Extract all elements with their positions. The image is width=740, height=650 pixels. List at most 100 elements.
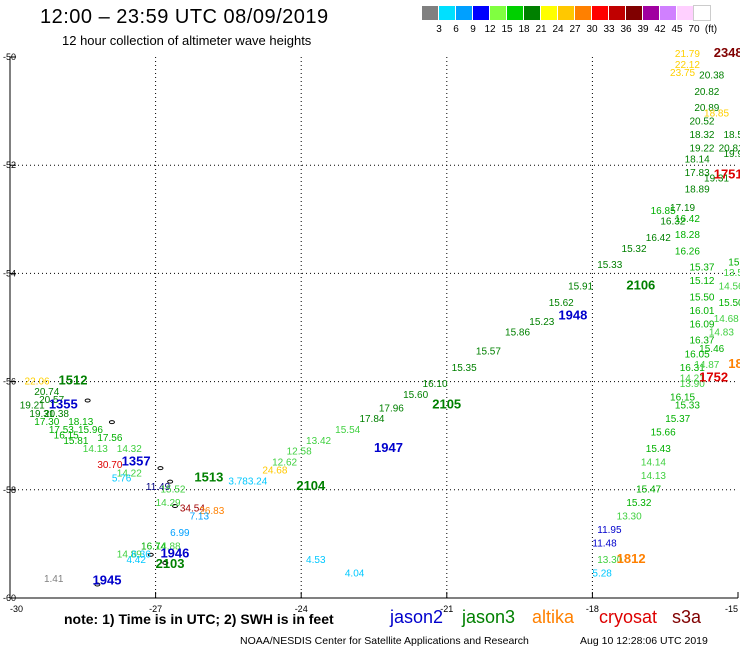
wave-height-value: 19.31 (29, 409, 54, 420)
color-scale-label: 70 (688, 24, 700, 35)
wave-height-value: 15.37 (665, 414, 690, 425)
satellite-legend-item: altika (532, 607, 575, 627)
satellite-legend-item: s3a (672, 607, 702, 627)
note-text: note: 1) Time is in UTC; 2) SWH is in fe… (64, 611, 334, 627)
wave-height-value: 3.78 (228, 476, 248, 487)
wave-height-value: 15.66 (651, 428, 676, 439)
wave-height-value: 20.74 (34, 387, 59, 398)
wave-height-value: 17.53 (49, 425, 74, 436)
pass-time-label: 1812 (617, 551, 646, 566)
lat-axis-label: -58 (3, 485, 16, 495)
pass-time-label: 2104 (296, 478, 326, 493)
wave-height-value: 14.21 (680, 374, 705, 385)
color-scale-swatch (473, 6, 489, 20)
color-scale-swatch (507, 6, 523, 20)
wave-height-value: 4.04 (345, 568, 365, 579)
wave-height-value: 16.37 (689, 336, 714, 347)
color-scale-label: 45 (671, 24, 683, 35)
map-grid (10, 57, 738, 598)
color-scale-label: 6 (453, 24, 459, 35)
wave-height-value: 18.32 (689, 130, 714, 141)
wave-height-value: 14.88 (156, 541, 181, 552)
wave-height-value: 19.31 (704, 173, 729, 184)
wave-height-value: 16.74 (141, 541, 166, 552)
wave-height-value: 17.96 (379, 403, 404, 414)
lon-axis-label: -21 (440, 604, 453, 614)
timestamp-text: Aug 10 12:28:06 UTC 2019 (580, 635, 708, 647)
wave-height-value: 15.86 (505, 328, 530, 339)
wave-height-value: 15.32 (622, 244, 647, 255)
wave-height-value: 6.36 (131, 549, 151, 560)
wave-height-value: 18.89 (685, 184, 710, 195)
color-scale-label: 27 (569, 24, 581, 35)
pass-time-label: 1946 (160, 545, 189, 560)
color-scale-label: 18 (518, 24, 530, 35)
wave-height-value: 14.22 (117, 468, 142, 479)
wave-height-value: 13.30 (617, 512, 642, 523)
wave-height-value: 22.06 (25, 376, 50, 387)
color-scale-swatch (626, 6, 642, 20)
color-scale-swatch (660, 6, 676, 20)
color-scale-swatch (693, 5, 711, 21)
wave-height-value: 16.09 (689, 320, 714, 331)
color-scale-swatch (592, 6, 608, 20)
wave-height-value: 14.87 (694, 360, 719, 371)
wave-height-value: 34.54 (180, 503, 205, 514)
wave-height-value: 16.15 (670, 393, 695, 404)
wave-height-value: 15.47 (636, 485, 661, 496)
wave-height-value: 23.75 (670, 68, 695, 79)
wave-height-value: 20.38 (44, 409, 69, 420)
lat-axis-label: -54 (3, 268, 16, 278)
wave-height-value: 1.41 (44, 574, 64, 585)
page-title: 12:00 – 23:59 UTC 08/09/2019 (40, 6, 329, 28)
wave-height-value: 11.48 (592, 539, 617, 550)
wave-height-value: 16.42 (646, 233, 671, 244)
wave-height-value: 5.76 (112, 474, 132, 485)
island-shape (162, 560, 169, 565)
wave-height-value: 17.56 (97, 433, 122, 444)
wave-height-value: 20.38 (699, 71, 724, 82)
wave-height-value: 14.13 (641, 471, 666, 482)
pass-time-label: 2103 (156, 556, 185, 571)
island-shape (167, 479, 174, 484)
color-scale-swatch (524, 6, 540, 20)
wave-height-value: 13.30 (597, 555, 622, 566)
wave-height-value: 4.42 (126, 555, 146, 566)
wave-height-value: 15.62 (549, 298, 574, 309)
wave-height-value: 4.53 (306, 555, 326, 566)
color-scale-label: 33 (603, 24, 615, 35)
color-scale-swatch (439, 6, 455, 20)
wave-height-value: 15.50 (719, 298, 740, 309)
color-scale-swatch (422, 6, 438, 20)
wave-height-value: 20.57 (39, 395, 64, 406)
wave-height-value: 18.13 (68, 417, 93, 428)
wave-height-value: 20.89 (694, 103, 719, 114)
lon-axis-label: -15 (725, 604, 738, 614)
lat-axis-label: -56 (3, 377, 16, 387)
wave-height-value: 15.43 (646, 444, 671, 455)
wave-height-value: 14.89 (117, 549, 142, 560)
island-shape (84, 398, 91, 403)
wave-height-value: 19.22 (689, 144, 714, 155)
wave-height-value: 11.95 (597, 525, 622, 536)
wave-height-value: 13.59 (723, 268, 740, 279)
wave-height-value: 19.91 (723, 149, 740, 160)
wave-height-value: 17.83 (685, 168, 710, 179)
wave-height-value: 13.90 (680, 379, 705, 390)
island-shape (94, 582, 101, 587)
wave-height-value: 13.42 (306, 436, 331, 447)
lat-axis-label: -60 (3, 593, 16, 603)
color-scale-label: 12 (484, 24, 496, 35)
color-scale-swatch (456, 6, 472, 20)
color-scale-label: 42 (654, 24, 666, 35)
wave-height-value: 21.79 (675, 49, 700, 60)
wave-height-value: 7.13 (190, 512, 210, 523)
wave-height-value: 11.49 (146, 482, 171, 493)
pass-time-label: 1752 (699, 370, 728, 385)
satellite-legend-item: jason3 (462, 607, 516, 627)
wave-height-value: 14.56 (719, 282, 740, 293)
wave-height-value: 6.99 (170, 528, 190, 539)
lon-axis-label: -30 (10, 604, 23, 614)
